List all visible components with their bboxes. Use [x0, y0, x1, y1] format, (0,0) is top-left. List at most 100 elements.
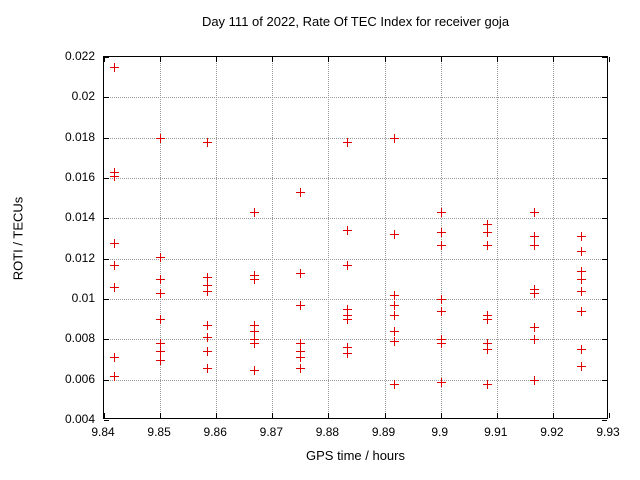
data-point-marker — [576, 345, 586, 355]
y-tick-label: 0.022 — [64, 49, 95, 63]
tick-bottom — [496, 413, 498, 418]
x-tick-label: 9.9 — [431, 425, 448, 439]
tick-bottom — [216, 413, 218, 418]
tick-left — [104, 420, 109, 421]
vertical-gridline — [440, 57, 442, 418]
tick-right — [602, 137, 607, 139]
tick-bottom — [328, 413, 330, 418]
data-point-marker — [436, 377, 446, 387]
data-point-marker — [576, 232, 586, 242]
data-point-marker — [576, 246, 586, 256]
tick-left — [104, 299, 109, 300]
y-tick-label: 0.018 — [64, 129, 95, 144]
data-point-marker — [202, 286, 212, 296]
data-point-marker — [342, 260, 352, 270]
tick-top — [328, 57, 330, 62]
data-point-marker — [249, 208, 259, 218]
tick-left — [104, 339, 109, 341]
data-point-marker — [483, 228, 493, 238]
x-tick-label: 9.91 — [484, 425, 508, 439]
data-point-marker — [109, 63, 119, 73]
tick-right — [602, 97, 607, 99]
data-point-marker — [483, 220, 493, 230]
tick-top — [552, 57, 554, 62]
y-tick-label: 0.008 — [64, 331, 95, 346]
data-point-marker — [390, 133, 400, 143]
data-point-marker — [390, 311, 400, 321]
data-point-marker — [530, 288, 540, 298]
data-point-marker — [390, 230, 400, 240]
tick-top — [440, 57, 442, 62]
data-point-marker — [342, 305, 352, 315]
x-tick-label: 9.86 — [203, 425, 227, 439]
data-point-marker — [530, 240, 540, 250]
data-point-marker — [202, 280, 212, 290]
horizontal-gridline — [104, 97, 607, 99]
data-point-marker — [342, 343, 352, 353]
data-point-marker — [296, 339, 306, 349]
data-point-marker — [202, 333, 212, 343]
data-point-marker — [156, 274, 166, 284]
x-axis-label: GPS time / hours — [306, 448, 405, 463]
tick-left — [104, 258, 109, 260]
data-point-marker — [390, 290, 400, 300]
tick-bottom — [272, 413, 274, 418]
data-point-marker — [390, 379, 400, 389]
tick-right — [602, 57, 607, 58]
tick-bottom — [609, 413, 610, 418]
vertical-gridline — [328, 57, 330, 418]
x-tick-label: 9.84 — [91, 425, 115, 439]
data-point-marker — [249, 339, 259, 349]
data-point-marker — [390, 337, 400, 347]
data-point-marker — [202, 347, 212, 357]
vertical-gridline — [552, 57, 554, 418]
horizontal-gridline — [104, 379, 607, 381]
data-point-marker — [342, 315, 352, 325]
data-point-marker — [109, 282, 119, 292]
tick-right — [602, 218, 607, 220]
chart-title: Day 111 of 2022, Rate Of TEC Index for r… — [201, 14, 510, 29]
tick-right — [602, 178, 607, 179]
data-point-marker — [156, 355, 166, 365]
vertical-gridline — [272, 57, 274, 418]
tick-left — [104, 178, 109, 179]
data-point-marker — [576, 361, 586, 371]
tick-left — [104, 97, 109, 99]
data-point-marker — [342, 137, 352, 147]
data-point-marker — [576, 307, 586, 317]
data-point-marker — [436, 240, 446, 250]
tick-left — [104, 379, 109, 381]
tick-left — [104, 57, 109, 58]
data-point-marker — [390, 327, 400, 337]
tick-left — [104, 137, 109, 139]
horizontal-gridline — [104, 339, 607, 341]
tick-right — [602, 339, 607, 341]
tick-right — [602, 420, 607, 421]
data-point-marker — [342, 349, 352, 359]
y-tick-label: 0.016 — [64, 170, 95, 184]
data-point-marker — [249, 365, 259, 375]
y-tick-label: 0.004 — [64, 412, 95, 426]
data-point-marker — [530, 232, 540, 242]
y-tick-label: 0.012 — [64, 250, 95, 265]
data-point-marker — [483, 379, 493, 389]
data-point-marker — [296, 363, 306, 373]
plot-area — [103, 56, 610, 421]
data-point-marker — [296, 301, 306, 311]
tick-left — [104, 218, 109, 220]
data-point-marker — [109, 238, 119, 248]
tick-top — [104, 57, 105, 62]
data-point-marker — [202, 363, 212, 373]
data-point-marker — [109, 353, 119, 363]
data-point-marker — [249, 321, 259, 331]
data-point-marker — [483, 315, 493, 325]
data-point-marker — [202, 137, 212, 147]
vertical-gridline — [384, 57, 386, 418]
vertical-gridline — [160, 57, 162, 418]
data-point-marker — [436, 208, 446, 218]
vertical-gridline — [496, 57, 498, 418]
x-tick-label: 9.92 — [540, 425, 564, 439]
horizontal-gridline — [104, 299, 607, 300]
y-tick-label: 0.02 — [71, 89, 95, 104]
